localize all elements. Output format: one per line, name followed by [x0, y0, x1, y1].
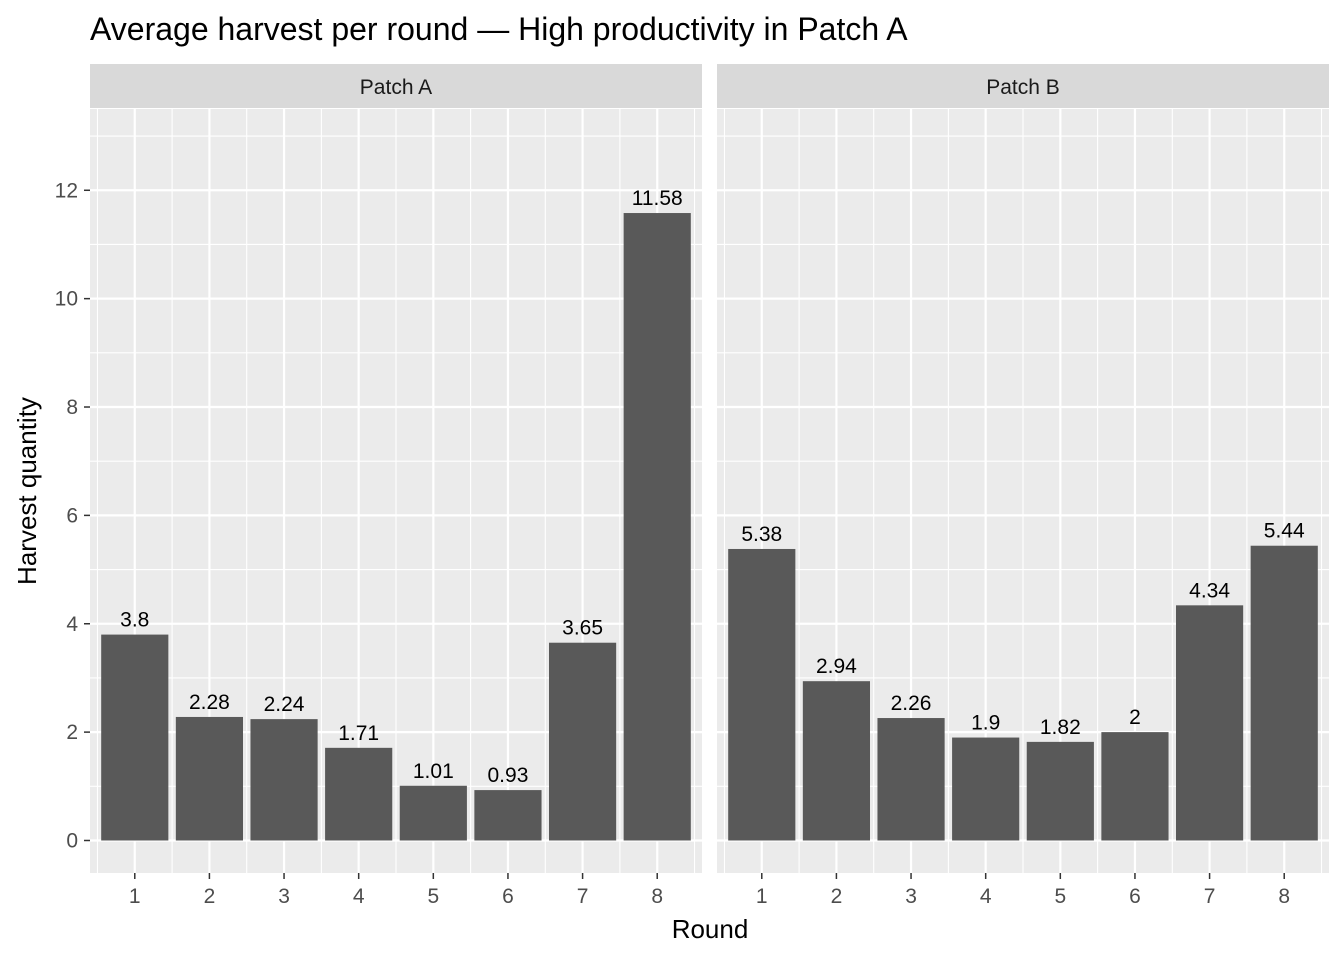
bar — [474, 790, 542, 841]
y-tick-label: 10 — [55, 288, 78, 311]
data-label: 0.93 — [488, 764, 529, 787]
bar — [802, 681, 870, 841]
data-label: 1.01 — [413, 760, 454, 783]
facet-strip-label: Patch B — [986, 76, 1060, 99]
bar — [877, 718, 945, 841]
y-tick-label: 8 — [66, 396, 78, 419]
bar — [1101, 732, 1169, 841]
x-tick-label: 5 — [427, 885, 439, 908]
bar — [101, 634, 169, 841]
x-tick-label: 6 — [502, 885, 514, 908]
x-tick-label: 8 — [651, 885, 663, 908]
data-label: 2 — [1129, 706, 1141, 729]
bar — [250, 719, 318, 841]
y-axis-title: Harvest quantity — [12, 397, 42, 585]
bar — [952, 737, 1020, 841]
y-tick-label: 4 — [66, 613, 78, 636]
x-tick-label: 3 — [905, 885, 917, 908]
data-label: 2.94 — [816, 655, 857, 678]
x-tick-label: 4 — [980, 885, 992, 908]
bar — [728, 548, 796, 841]
y-tick-label: 0 — [66, 829, 78, 852]
x-tick-label: 6 — [1129, 885, 1141, 908]
y-tick-label: 12 — [55, 179, 78, 202]
y-tick-label: 2 — [66, 721, 78, 744]
bar — [175, 716, 243, 841]
chart-title: Average harvest per round — High product… — [90, 11, 908, 47]
data-label: 1.9 — [971, 712, 1000, 735]
data-label: 11.58 — [632, 187, 683, 210]
data-label: 2.26 — [891, 692, 932, 715]
x-tick-label: 2 — [831, 885, 843, 908]
bar — [399, 785, 467, 841]
panel-patch-a: Patch A 3.8 2.28 2.24 1.71 1.01 0.93 3.65 11.58 1… — [90, 64, 702, 908]
data-label: 2.24 — [264, 693, 305, 716]
data-label: 2.28 — [189, 691, 230, 714]
y-axis: 0 2 4 6 8 10 12 — [55, 179, 90, 852]
data-label: 1.71 — [338, 722, 379, 745]
x-tick-label: 7 — [577, 885, 589, 908]
facet-strip-label: Patch A — [360, 76, 432, 99]
data-label: 4.34 — [1189, 579, 1230, 602]
data-label: 5.44 — [1264, 520, 1305, 543]
x-tick-label: 2 — [204, 885, 216, 908]
bar — [1176, 605, 1244, 841]
x-tick-label: 1 — [756, 885, 768, 908]
data-label: 3.8 — [120, 609, 149, 632]
data-label: 3.65 — [562, 617, 603, 640]
bar — [1026, 741, 1094, 841]
y-tick-label: 6 — [66, 504, 78, 527]
x-tick-label: 7 — [1204, 885, 1216, 908]
bar — [1250, 545, 1318, 841]
bar — [549, 642, 617, 841]
facet-strip — [90, 64, 702, 108]
x-tick-label: 4 — [353, 885, 365, 908]
data-label: 1.82 — [1040, 716, 1081, 739]
x-tick-label: 5 — [1054, 885, 1066, 908]
chart-panels: Patch A 3.8 2.28 2.24 1.71 1.01 0.93 3.65 11.58 1… — [90, 64, 1329, 908]
bar — [623, 213, 691, 841]
x-tick-label: 1 — [129, 885, 141, 908]
bar — [325, 747, 393, 841]
x-tick-label: 8 — [1278, 885, 1290, 908]
x-axis-title: Round — [672, 914, 749, 944]
data-label: 5.38 — [741, 523, 782, 546]
panel-patch-b: Patch B 5.38 2.94 2.26 1.9 1.82 2 4.34 5.44 1 2 3 4 5… — [717, 64, 1329, 908]
x-tick-label: 3 — [278, 885, 290, 908]
facet-strip — [717, 64, 1329, 108]
